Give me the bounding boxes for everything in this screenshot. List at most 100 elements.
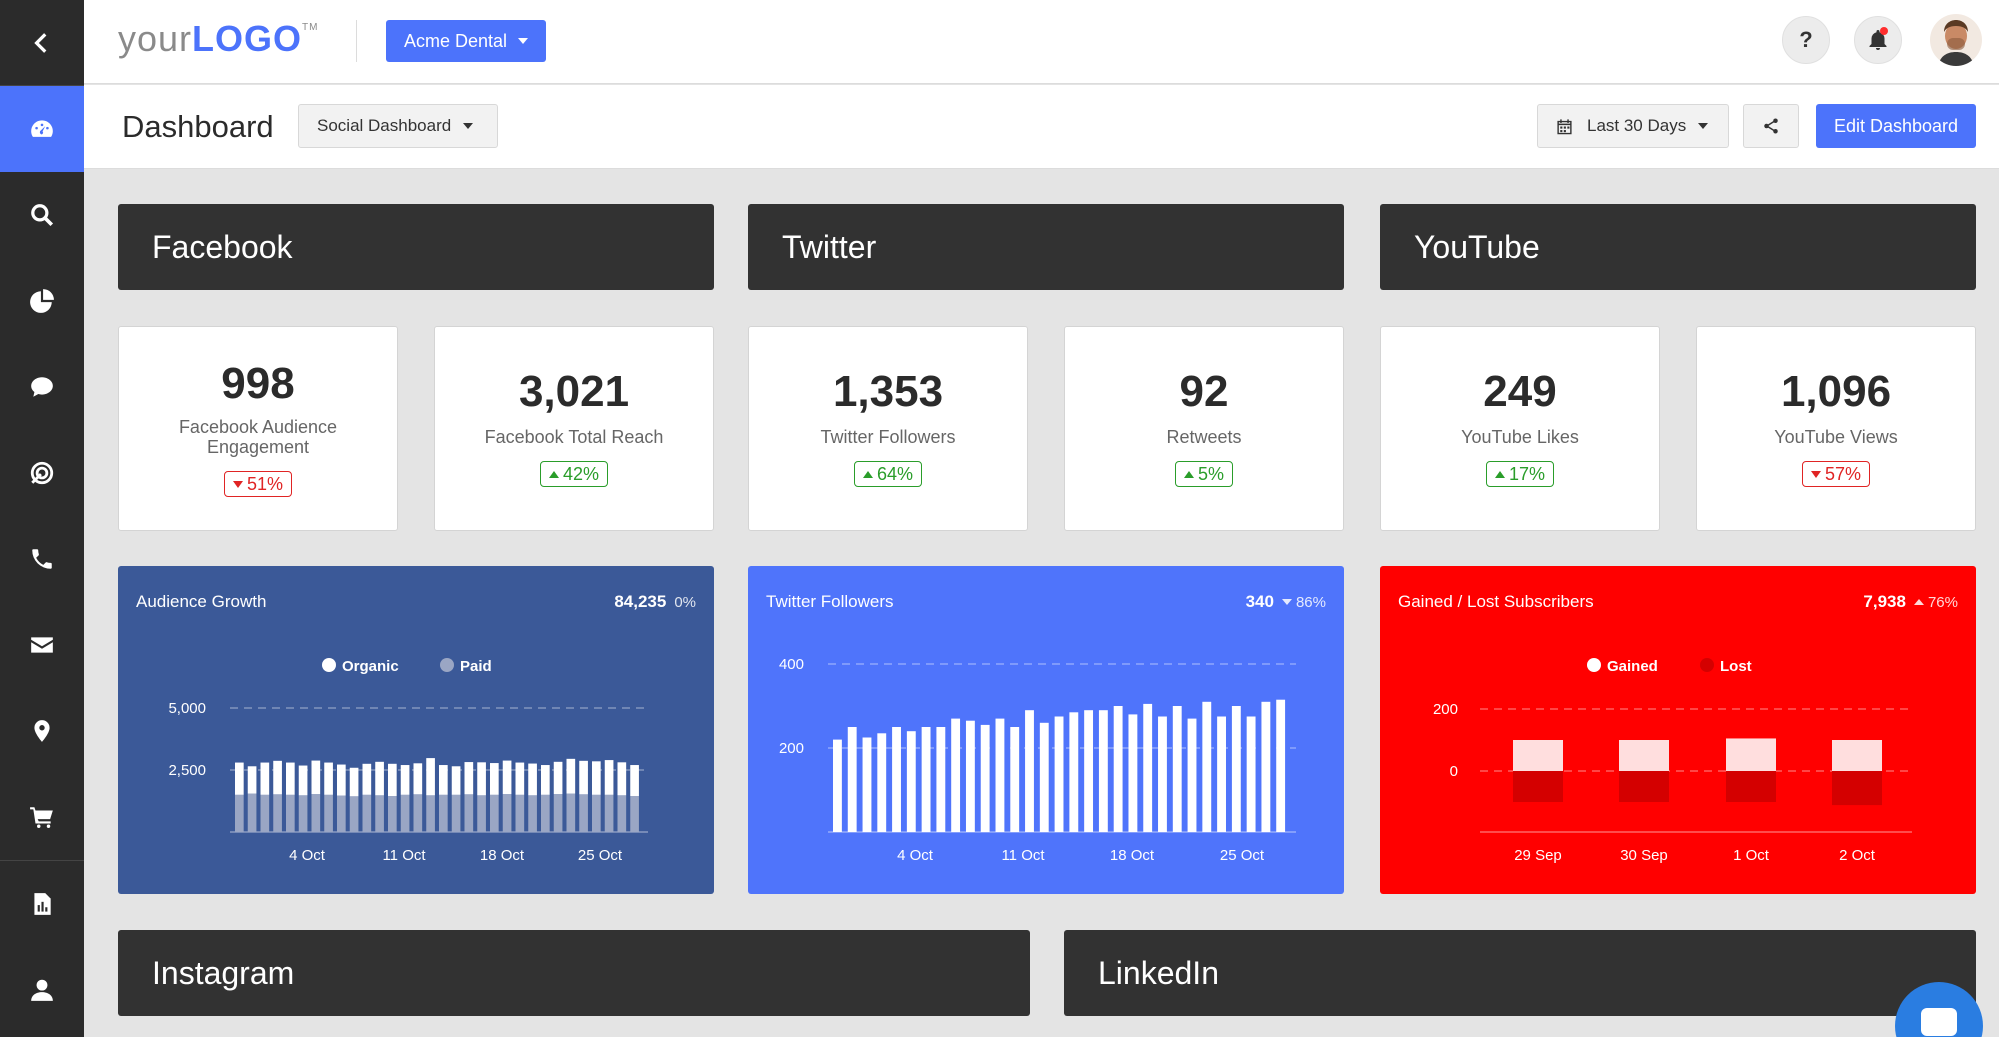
arrow-down-icon — [1281, 599, 1292, 605]
kpi-label: Twitter Followers — [820, 427, 956, 447]
bar — [1246, 716, 1256, 832]
x-tick-label: 30 Sep — [1620, 847, 1668, 864]
kpi-value: 3,021 — [518, 367, 630, 416]
legend-marker-organic — [322, 658, 336, 672]
bar-organic-segment — [413, 763, 423, 795]
avatar[interactable] — [1930, 14, 1982, 66]
bar-lost — [1619, 771, 1669, 802]
sidebar-item-local[interactable] — [0, 688, 84, 774]
bar-paid-segment — [362, 794, 372, 832]
kpi-change-badge: 57% — [1801, 461, 1871, 487]
bar — [1261, 701, 1271, 832]
sidebar-item-account[interactable] — [0, 947, 84, 1033]
bar-organic-segment — [579, 760, 588, 795]
dashboard-selector[interactable]: Social Dashboard — [298, 104, 498, 148]
bar — [847, 727, 857, 832]
twitter-followers-chart-card: 200 400 4 Oct 11 Oct 18 Oct 25 Oct Twitter Fo… — [748, 566, 1344, 894]
bar-paid-segment — [592, 794, 601, 832]
bar-paid-segment — [235, 794, 244, 832]
divider — [356, 20, 357, 62]
bar-paid-segment — [630, 796, 639, 832]
bar-organic-segment — [439, 765, 448, 795]
bar-paid-segment — [400, 794, 410, 832]
kpi-value: 1,353 — [832, 367, 944, 416]
help-button[interactable]: ? — [1782, 16, 1830, 64]
sidebar-item-ecommerce[interactable] — [0, 774, 84, 860]
caret-down-icon — [1698, 123, 1709, 129]
calendar-icon — [1557, 118, 1572, 134]
bar-organic-segment — [490, 763, 499, 795]
bar — [906, 731, 916, 832]
x-tick-label: 2 Oct — [1839, 847, 1876, 864]
sidebar-item-calls[interactable] — [0, 516, 84, 602]
sidebar-item-reports[interactable] — [0, 258, 84, 344]
bar — [1128, 714, 1138, 832]
x-tick-label: 25 Oct — [578, 847, 623, 864]
edit-dashboard-button[interactable]: Edit Dashboard — [1816, 104, 1976, 148]
kpi-label: Facebook Total Reach — [484, 427, 664, 447]
sidebar-item-reports-document[interactable] — [0, 861, 84, 947]
bar-organic-segment — [477, 762, 486, 796]
bar-paid-segment — [617, 795, 627, 832]
bar — [877, 733, 887, 832]
kpi-card: 3,021 Facebook Total Reach 42% — [434, 326, 714, 531]
legend-label-lost: Lost — [1720, 658, 1752, 675]
bar-paid-segment — [388, 796, 397, 832]
y-tick-label: 400 — [779, 656, 804, 673]
top-bar: yourLOGOTM Acme Dental ? — [84, 0, 1999, 84]
bar-gained — [1513, 740, 1563, 771]
kpi-label: YouTube Views — [1774, 427, 1898, 447]
x-tick-label: 1 Oct — [1733, 847, 1770, 864]
sidebar-item-search[interactable] — [0, 172, 84, 258]
chart-title: Twitter Followers — [766, 592, 894, 611]
sidebar-item-email[interactable] — [0, 602, 84, 688]
y-tick-label: 200 — [779, 740, 804, 757]
bar-organic-segment — [566, 758, 576, 794]
chart-total: 84,235 0% — [614, 592, 696, 611]
bar-gained — [1619, 740, 1669, 771]
x-tick-label: 25 Oct — [1220, 847, 1265, 864]
bell-icon — [1869, 30, 1887, 50]
bar-paid-segment — [451, 794, 461, 832]
bar-paid-segment — [298, 795, 308, 832]
x-tick-label: 11 Oct — [1001, 847, 1045, 864]
date-range-selector[interactable]: Last 30 Days — [1537, 104, 1729, 148]
phone-icon — [32, 549, 52, 569]
kpi-change-badge: 17% — [1485, 461, 1555, 487]
x-tick-label: 18 Oct — [480, 847, 525, 864]
sidebar-item-chat[interactable] — [0, 344, 84, 430]
notifications-button[interactable] — [1854, 16, 1902, 64]
y-tick-label: 2,500 — [168, 762, 206, 779]
sidebar-item-targeting[interactable] — [0, 430, 84, 516]
user-icon — [31, 979, 53, 1001]
bar-gained — [1832, 740, 1882, 771]
bar-paid-segment — [566, 793, 576, 832]
bar — [921, 727, 931, 832]
chart-title: Gained / Lost Subscribers — [1398, 592, 1594, 611]
bar-paid-segment — [490, 794, 499, 832]
bar-gained — [1726, 738, 1776, 771]
sidebar-item-dashboard[interactable] — [0, 86, 84, 172]
share-button[interactable] — [1743, 104, 1799, 148]
bar — [1217, 716, 1226, 832]
bar-organic-segment — [260, 762, 270, 795]
x-tick-label: 4 Oct — [289, 847, 326, 864]
logo: yourLOGOTM — [118, 18, 319, 59]
arrow-up-icon — [1183, 470, 1194, 478]
chart-total: 340 86% — [1245, 592, 1326, 611]
audience-growth-chart-card: Organic Paid 2,500 5,000 4 Oct 11 Oct 18 Oct 25… — [118, 566, 714, 894]
collapse-sidebar-button[interactable] — [0, 0, 84, 86]
kpi-label: YouTube Likes — [1461, 427, 1579, 447]
bar-organic-segment — [235, 762, 244, 795]
arrow-up-icon — [1913, 599, 1924, 605]
kpi-card: 1,353 Twitter Followers 64% — [748, 326, 1028, 531]
section-linkedin: LinkedIn — [1064, 930, 1976, 1016]
bar-paid-segment — [528, 795, 537, 832]
kpi-label: Facebook Audience Engagement — [178, 417, 338, 457]
chat-icon — [1921, 1008, 1957, 1036]
bar-paid-segment — [515, 794, 525, 832]
arrow-down-icon — [1810, 470, 1821, 478]
bar-organic-segment — [426, 758, 435, 796]
twitter-followers-chart: 200 400 4 Oct 11 Oct 18 Oct 25 Oct — [779, 656, 1296, 864]
client-selector-button[interactable]: Acme Dental — [386, 20, 546, 62]
